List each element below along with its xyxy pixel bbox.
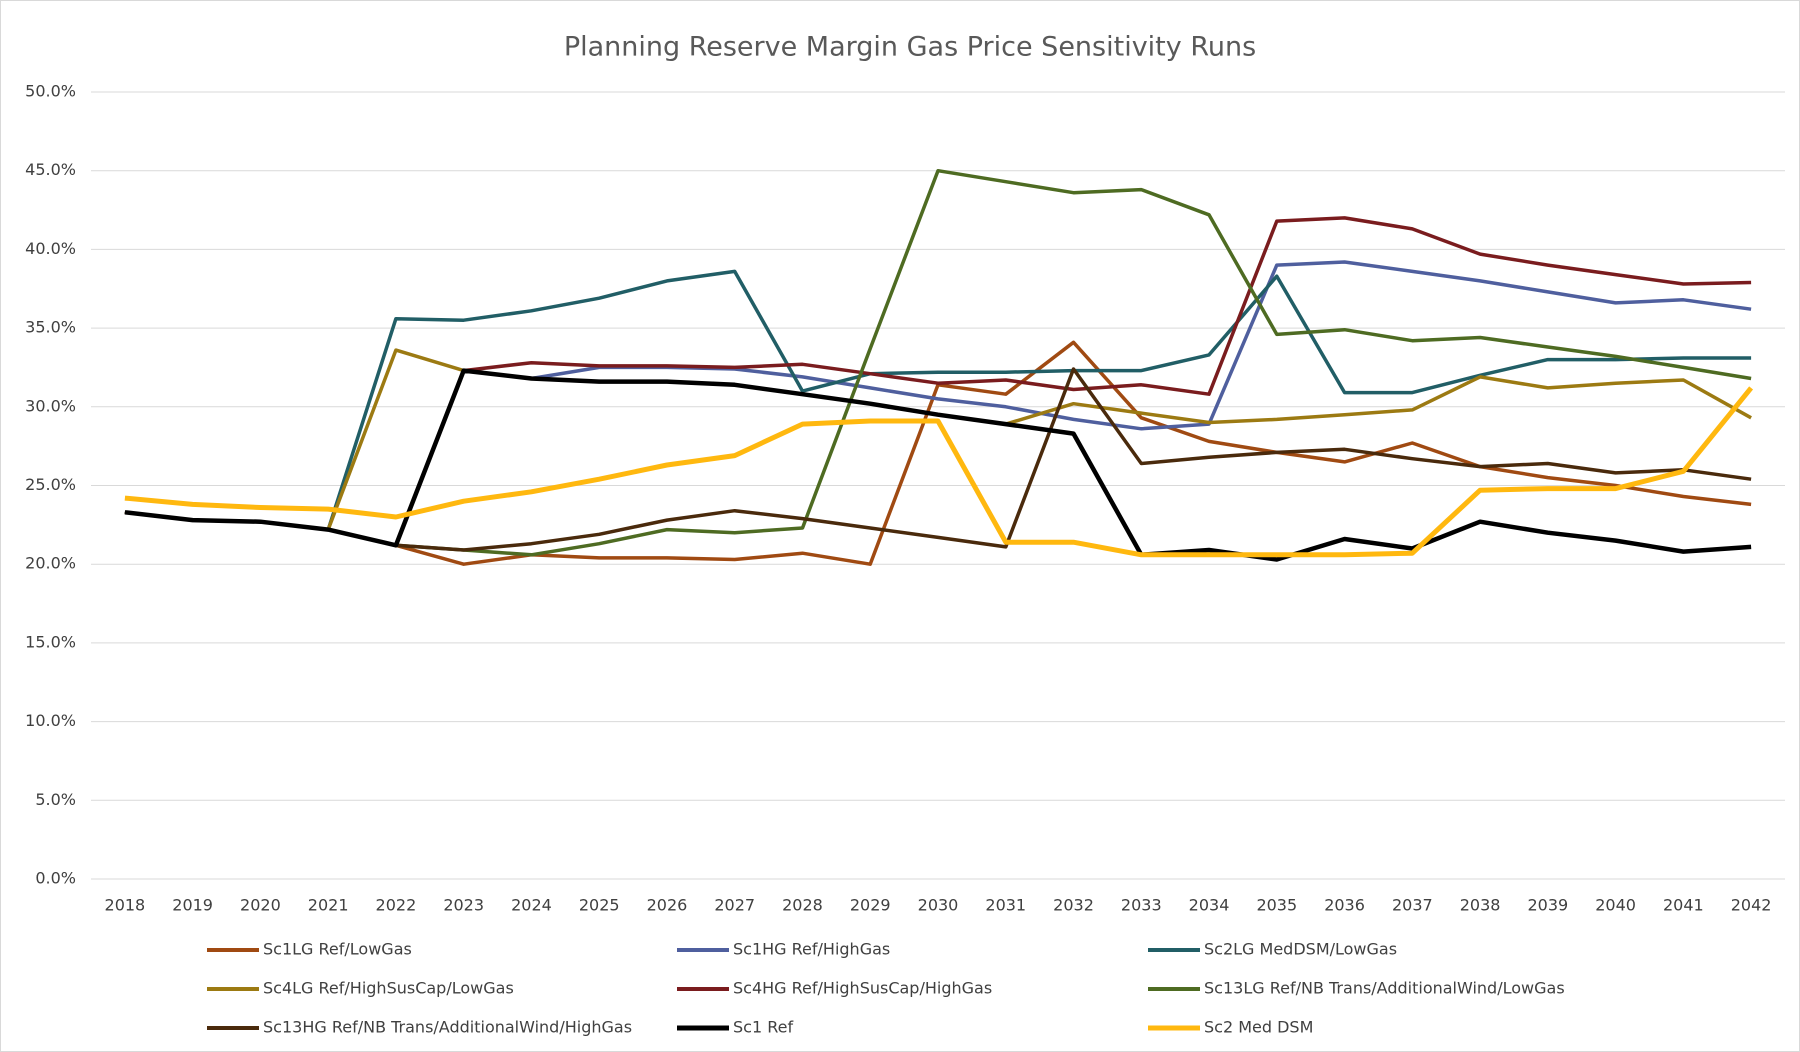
x-tick-label: 2035 (1256, 896, 1297, 915)
y-tick-label: 45.0% (25, 160, 76, 179)
legend-label: Sc13LG Ref/NB Trans/AdditionalWind/LowGa… (1204, 979, 1565, 998)
y-tick-label: 40.0% (25, 239, 76, 258)
x-tick-label: 2030 (918, 896, 959, 915)
x-tick-label: 2042 (1731, 896, 1772, 915)
x-tick-label: 2037 (1392, 896, 1433, 915)
x-tick-label: 2040 (1595, 896, 1636, 915)
x-tick-label: 2039 (1527, 896, 1568, 915)
y-tick-label: 0.0% (35, 869, 76, 888)
chart-title: Planning Reserve Margin Gas Price Sensit… (564, 32, 1256, 63)
x-tick-label: 2019 (172, 896, 213, 915)
legend-label: Sc1LG Ref/LowGas (263, 940, 412, 959)
x-tick-label: 2029 (850, 896, 891, 915)
x-tick-label: 2023 (443, 896, 484, 915)
legend-label: Sc4HG Ref/HighSusCap/HighGas (733, 979, 992, 998)
legend-label: Sc13HG Ref/NB Trans/AdditionalWind/HighG… (263, 1018, 632, 1037)
series-line (124, 386, 1754, 558)
x-tick-label: 2028 (782, 896, 823, 915)
legend-label: Sc2 Med DSM (1204, 1018, 1313, 1037)
x-tick-label: 2018 (105, 896, 146, 915)
x-tick-label: 2025 (579, 896, 620, 915)
y-tick-label: 50.0% (25, 82, 76, 101)
y-tick-label: 25.0% (25, 475, 76, 494)
x-tick-label: 2027 (714, 896, 755, 915)
x-tick-label: 2041 (1663, 896, 1704, 915)
y-tick-label: 20.0% (25, 554, 76, 573)
x-tick-label: 2033 (1121, 896, 1162, 915)
x-tick-label: 2032 (1053, 896, 1094, 915)
y-tick-label: 35.0% (25, 318, 76, 337)
y-tick-label: 30.0% (25, 396, 76, 415)
x-tick-label: 2026 (647, 896, 688, 915)
x-tick-label: 2021 (308, 896, 349, 915)
x-tick-label: 2022 (376, 896, 417, 915)
legend-label: Sc1 Ref (733, 1018, 793, 1037)
x-tick-label: 2038 (1460, 896, 1501, 915)
y-tick-label: 10.0% (25, 711, 76, 730)
x-tick-label: 2024 (511, 896, 552, 915)
x-tick-label: 2031 (985, 896, 1026, 915)
x-tick-label: 2036 (1324, 896, 1365, 915)
legend-label: Sc4LG Ref/HighSusCap/LowGas (263, 979, 514, 998)
series-line (124, 368, 1752, 562)
legend-label: Sc1HG Ref/HighGas (733, 940, 890, 959)
y-tick-label: 15.0% (25, 632, 76, 651)
y-tick-label: 5.0% (35, 790, 76, 809)
x-tick-label: 2034 (1189, 896, 1230, 915)
x-tick-label: 2020 (240, 896, 281, 915)
legend-label: Sc2LG MedDSM/LowGas (1204, 940, 1397, 959)
